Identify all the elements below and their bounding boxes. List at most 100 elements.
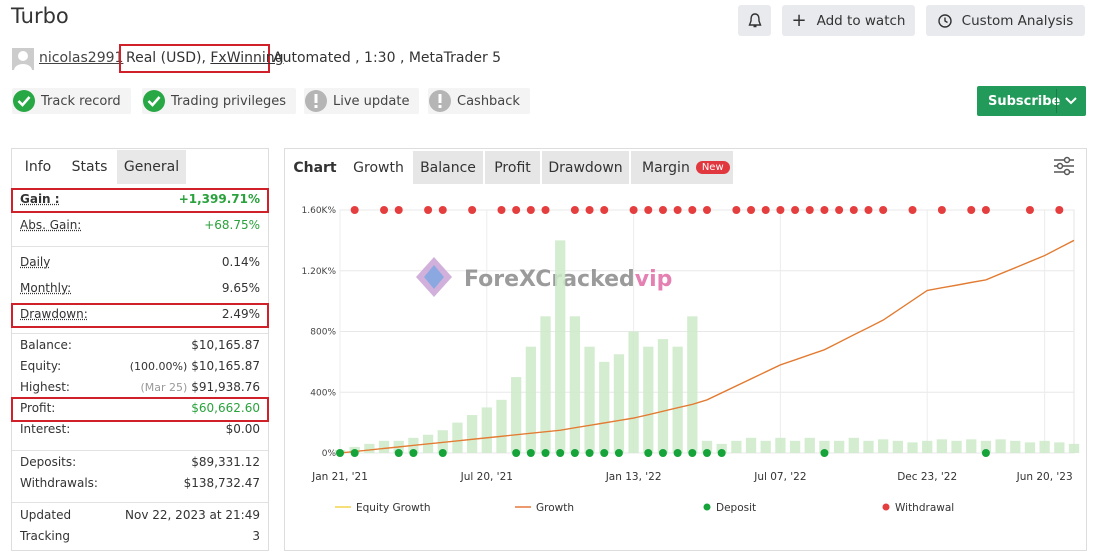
left-tab[interactable]: Info [24,159,52,175]
series-line [339,239,1075,454]
settings-icon[interactable] [1052,155,1076,177]
series-dot [658,449,667,457]
bar [980,440,992,453]
bar [628,331,639,453]
separator [12,333,268,334]
stat-value: 2.49% [221,307,260,321]
series-dot [438,206,447,214]
bar [672,346,683,453]
bar [701,440,713,453]
bar [1024,442,1036,453]
bar [848,437,859,453]
series-dot [981,206,990,214]
series-dot [424,206,433,214]
dropdown-icon [1065,97,1077,105]
series-dot [835,206,844,214]
stat-label: Balance: [20,338,72,352]
bar [878,439,889,453]
series-dot [805,206,814,214]
legend-label: Deposit [716,502,756,514]
warn-icon [429,90,451,112]
check-icon [143,90,165,112]
badge: Live update [304,88,420,114]
series-dot [512,449,521,457]
bar [569,316,581,453]
stat-label: Highest: [20,380,70,394]
separator [12,450,268,451]
bar [511,377,522,453]
x-tick-label: Jun 20, '23 [1016,471,1073,483]
add-to-watch-button[interactable]: + Add to watch [782,5,915,36]
tab-label: Chart [293,159,337,176]
subscribe-button[interactable]: Subscribe [977,86,1086,116]
series-dot [688,206,697,214]
series-dot [1055,206,1064,214]
bar [437,430,448,453]
badge: Track record [12,88,131,114]
y-tick-label: 1.60K% [302,206,337,216]
chart-tab[interactable]: Drawdown [542,151,629,184]
series-dot [703,206,711,214]
stat-value: $138,732.47 [183,476,260,490]
series-dot [1025,206,1034,214]
bell-button[interactable] [738,5,771,36]
legend-label: Growth [536,502,574,514]
bar [716,443,727,453]
series-dot [409,449,418,457]
stat-label: Monthly: [20,281,72,295]
series-dot [336,449,344,457]
series-dot [497,206,506,214]
series-dot [512,206,521,214]
stat-value: $10,165.87 [191,359,260,373]
stat-value: $0.00 [225,422,260,436]
legend-dot [882,503,890,511]
broker-link[interactable]: FxWinning [210,50,284,66]
chart-tab[interactable]: Chart [286,151,344,184]
stat-label: Daily [20,255,51,269]
stat-label: Interest: [20,422,71,436]
page-title: Turbo [11,4,69,28]
left-tab[interactable]: Stats [71,159,108,175]
user-link[interactable]: nicolas2991 [39,50,124,66]
new-badge: New [695,161,730,174]
chart-tab[interactable]: Margin New [631,151,733,184]
bar [1054,442,1065,453]
bar [745,437,757,453]
series-dot [556,449,565,457]
bar [364,443,375,453]
custom-analysis-button[interactable]: Custom Analysis [926,5,1085,36]
bar [833,440,845,453]
left-tab[interactable]: General [123,159,180,175]
series-dot [570,206,579,214]
badge-label: Live update [333,93,410,109]
series-dot [394,449,403,457]
legend-dot [703,503,711,511]
series-dot [820,206,829,214]
legend-label: Equity Growth [356,502,431,514]
plus-icon: + [791,10,807,31]
stat-label: Equity: [20,359,62,373]
series-dot [541,449,550,457]
chart-tab[interactable]: Balance [413,151,483,184]
watermark-suffix: vip [635,267,673,292]
account-details: Automated , 1:30 , MetaTrader 5 [273,50,502,66]
bar [936,439,948,453]
series-dot [541,206,550,214]
watermark: ForeXCrackedvip [416,257,672,297]
chart-tab[interactable]: Growth [345,151,412,184]
x-tick-label: Jan 13, '22 [605,471,662,483]
bar [613,354,625,453]
x-tick-label: Jul 07, '22 [753,471,806,483]
series-dot [600,206,609,214]
series-dot [468,206,477,214]
chart: 0% 400% 800% 1.20K% 1.60K% Jan 21, '21 Jul 20,… [302,206,1080,514]
account-type: Real (USD), FxWinning [126,50,284,66]
series-dot [820,449,829,457]
bar [819,440,830,453]
bar [760,440,771,453]
stat-label: Deposits: [20,455,77,469]
chart-tab[interactable]: Profit [485,151,540,184]
badge: Trading privileges [142,88,296,114]
series-dot [673,206,682,214]
stat-value: $89,331.12 [191,455,260,469]
